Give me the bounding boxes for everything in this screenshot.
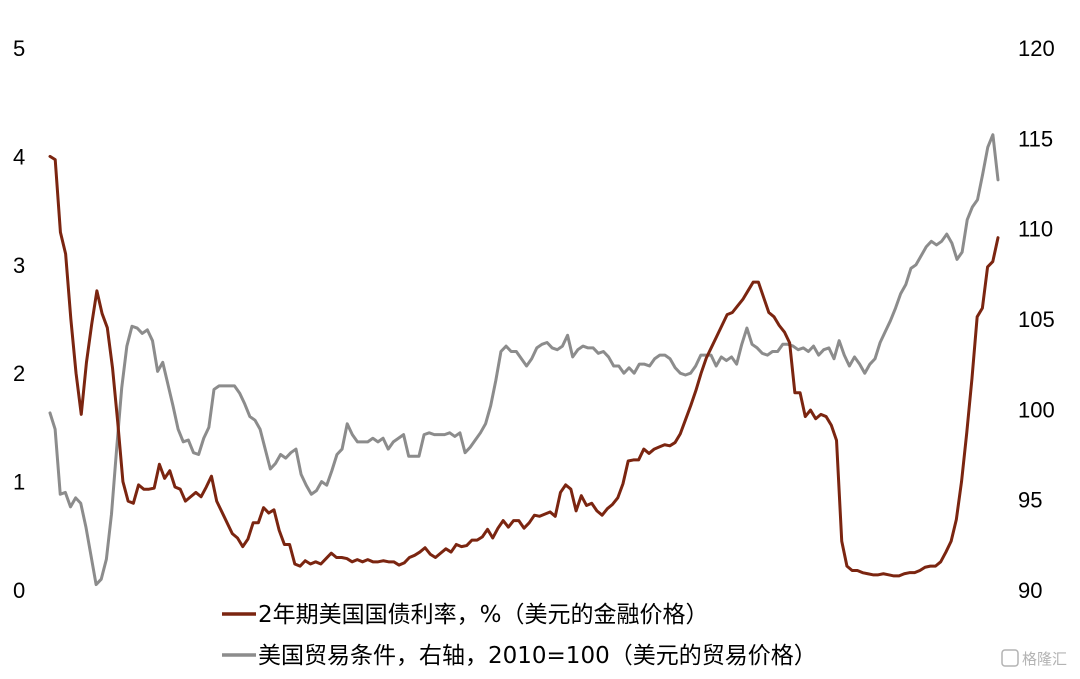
left-tick-label: 1 <box>13 470 25 495</box>
series-line-1 <box>48 154 1000 578</box>
watermark-text: 格隆汇 <box>1022 650 1067 668</box>
right-tick-label: 95 <box>1018 488 1042 513</box>
series-line-2 <box>48 133 1000 587</box>
legend-label-series-1: 2年期美国国债利率，%（美元的金融价格） <box>258 602 709 628</box>
right-tick-label: 110 <box>1018 217 1053 242</box>
left-tick-label: 5 <box>13 36 25 61</box>
right-tick-label: 100 <box>1018 397 1055 422</box>
left-tick-label: 4 <box>13 144 25 169</box>
right-axis-ticks: 90 95 100 105 110 115 120 <box>1018 36 1055 603</box>
legend: 2年期美国国债利率，%（美元的金融价格） 美国贸易条件，右轴，2010=100（… <box>222 602 817 669</box>
right-tick-label: 105 <box>1018 307 1055 332</box>
left-tick-label: 2 <box>13 361 25 386</box>
right-tick-label: 120 <box>1018 36 1055 61</box>
watermark: 格隆汇 <box>1001 649 1067 668</box>
right-tick-label: 90 <box>1018 578 1042 603</box>
left-tick-label: 3 <box>13 253 25 278</box>
legend-label-series-2: 美国贸易条件，右轴，2010=100（美元的贸易价格） <box>258 643 817 669</box>
left-axis-ticks: 0 1 2 3 4 5 <box>13 36 25 603</box>
right-tick-label: 115 <box>1018 126 1053 151</box>
series-lines <box>48 133 1000 587</box>
watermark-logo-icon <box>1001 649 1019 667</box>
left-tick-label: 0 <box>13 578 25 603</box>
